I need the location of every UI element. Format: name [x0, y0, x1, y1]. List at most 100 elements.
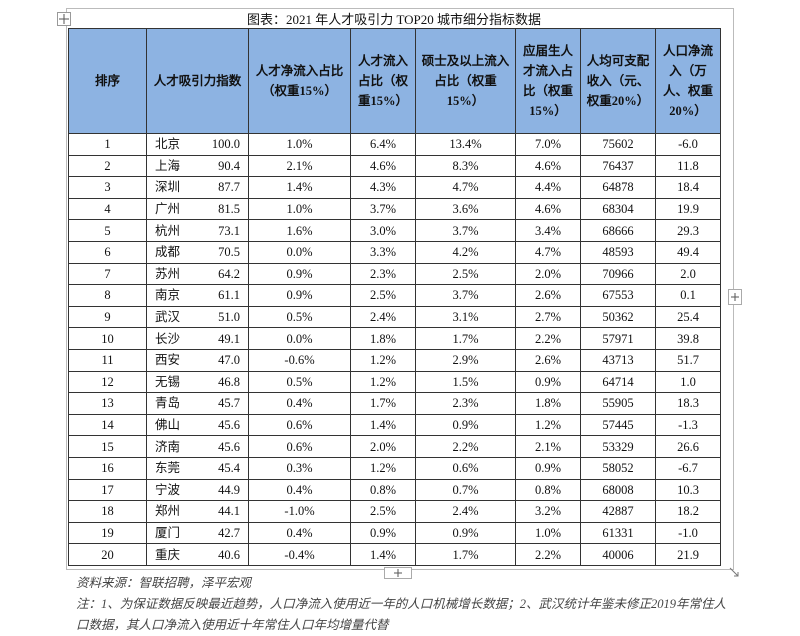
table-cell: 44.1 — [200, 500, 250, 523]
table-cell: -1.0 — [655, 521, 722, 545]
table-cell: 0.4% — [248, 521, 352, 545]
resize-handle[interactable] — [728, 566, 740, 578]
table-cell: 3.2% — [515, 500, 582, 523]
table-cell: 70.5 — [200, 240, 250, 264]
table-row: 9 武汉 51.0 0.5% 2.4% 3.1% 2.7% 50362 25.4 — [68, 305, 722, 329]
data-table: 排序 人才吸引力指数 人才净流入占比（权重15%） 人才流入占比（权重15%） 硕士及以… — [68, 28, 722, 566]
move-handle[interactable] — [57, 12, 71, 26]
footnote: 注：1、为保证数据反映最近趋势，人口净流入使用近一年的人口机械增长数据；2、武汉… — [76, 597, 727, 632]
table-cell: 61.1 — [200, 284, 250, 307]
table-cell: -6.7 — [655, 456, 722, 480]
table-cell: 3.7% — [350, 197, 417, 221]
table-cell: 1.4% — [248, 176, 352, 199]
table-cell: 1.4% — [350, 543, 417, 566]
table-cell: 2.1% — [515, 435, 582, 458]
table-cell: 45.6 — [200, 435, 250, 458]
table-cell: 14 — [68, 413, 147, 437]
table-cell: 70966 — [580, 262, 657, 286]
table-cell: 67553 — [580, 284, 657, 307]
table-cell: 2.3% — [415, 392, 517, 415]
table-cell: 2.6% — [515, 348, 582, 372]
table-cell: 1.5% — [415, 370, 517, 394]
add-row-handle[interactable] — [384, 567, 412, 579]
table-cell: 成都 — [146, 240, 201, 264]
table-cell: 4.7% — [415, 176, 517, 199]
table-row: 10 长沙 49.1 0.0% 1.8% 1.7% 2.2% 57971 39.8 — [68, 327, 722, 350]
table-cell: 10 — [68, 327, 147, 350]
table-cell: 广州 — [146, 197, 201, 221]
table-cell: 0.3% — [248, 456, 352, 480]
table-cell: 44.9 — [200, 478, 250, 502]
table-cell: 45.6 — [200, 413, 250, 437]
table-row: 17 宁波 44.9 0.4% 0.8% 0.7% 0.8% 68008 10.3 — [68, 478, 722, 502]
table-cell: 济南 — [146, 435, 201, 458]
table-cell: 1.8% — [515, 392, 582, 415]
table-cell: 90.4 — [200, 154, 250, 178]
table-cell: 1.0 — [655, 370, 722, 394]
add-column-handle[interactable] — [728, 289, 742, 305]
table-row: 5 杭州 73.1 1.6% 3.0% 3.7% 3.4% 68666 29.3 — [68, 219, 722, 242]
table-cell: 6.4% — [350, 133, 417, 156]
table-cell: 64878 — [580, 176, 657, 199]
table-cell: 2.0% — [350, 435, 417, 458]
table-cell: 18 — [68, 500, 147, 523]
table-cell: 15 — [68, 435, 147, 458]
table-cell: 3.7% — [415, 219, 517, 242]
table-cell: 北京 — [146, 133, 201, 156]
table-cell: 100.0 — [200, 133, 250, 156]
table-row: 15 济南 45.6 0.6% 2.0% 2.2% 2.1% 53329 26.6 — [68, 435, 722, 458]
table-cell: 佛山 — [146, 413, 201, 437]
table-cell: 42.7 — [200, 521, 250, 545]
table-cell: 1.0% — [248, 197, 352, 221]
table-cell: 4.4% — [515, 176, 582, 199]
table-cell: 42887 — [580, 500, 657, 523]
table-cell: 47.0 — [200, 348, 250, 372]
table-cell: 2.3% — [350, 262, 417, 286]
table-cell: 68666 — [580, 219, 657, 242]
source-note: 资料来源：智联招聘，泽平宏观 — [76, 576, 252, 590]
table-cell: 10.3 — [655, 478, 722, 502]
table-cell: 2.4% — [350, 305, 417, 329]
table-row: 14 佛山 45.6 0.6% 1.4% 0.9% 1.2% 57445 -1.3 — [68, 413, 722, 437]
table-cell: 29.3 — [655, 219, 722, 242]
table-cell: 25.4 — [655, 305, 722, 329]
table-cell: 57445 — [580, 413, 657, 437]
table-cell: 9 — [68, 305, 147, 329]
table-cell: 58052 — [580, 456, 657, 480]
table-cell: 0.9% — [248, 262, 352, 286]
table-cell: 0.9% — [248, 284, 352, 307]
table-cell: 上海 — [146, 154, 201, 178]
table-cell: 4.3% — [350, 176, 417, 199]
table-cell: 2.4% — [415, 500, 517, 523]
header-cell: 硕士及以上流入占比（权重15%） — [415, 28, 517, 134]
table-cell: -6.0 — [655, 133, 722, 156]
table-cell: 87.7 — [200, 176, 250, 199]
table-cell: 2.2% — [415, 435, 517, 458]
table-cell: 13 — [68, 392, 147, 415]
table-cell: 18.4 — [655, 176, 722, 199]
table-cell: 3.4% — [515, 219, 582, 242]
table-cell: 57971 — [580, 327, 657, 350]
table-cell: 3.0% — [350, 219, 417, 242]
header-cell: 人才流入占比（权重15%） — [350, 28, 417, 134]
table-row: 16 东莞 45.4 0.3% 1.2% 0.6% 0.9% 58052 -6.7 — [68, 456, 722, 480]
table-cell: 0.9% — [515, 370, 582, 394]
table-cell: 厦门 — [146, 521, 201, 545]
table-cell: 1.4% — [350, 413, 417, 437]
table-cell: 4.6% — [515, 197, 582, 221]
table-cell: 1.7% — [415, 327, 517, 350]
header-cell: 人才净流入占比（权重15%） — [248, 28, 352, 134]
table-cell: 1.8% — [350, 327, 417, 350]
table-row: 4 广州 81.5 1.0% 3.7% 3.6% 4.6% 68304 19.9 — [68, 197, 722, 221]
table-cell: 76437 — [580, 154, 657, 178]
table-cell: 1.2% — [350, 456, 417, 480]
table-row: 3 深圳 87.7 1.4% 4.3% 4.7% 4.4% 64878 18.4 — [68, 176, 722, 199]
table-cell: 48593 — [580, 240, 657, 264]
table-cell: 4.7% — [515, 240, 582, 264]
table-cell: 东莞 — [146, 456, 201, 480]
table-cell: 51.7 — [655, 348, 722, 372]
table-cell: 40006 — [580, 543, 657, 566]
table-cell: 4 — [68, 197, 147, 221]
table-cell: 45.4 — [200, 456, 250, 480]
